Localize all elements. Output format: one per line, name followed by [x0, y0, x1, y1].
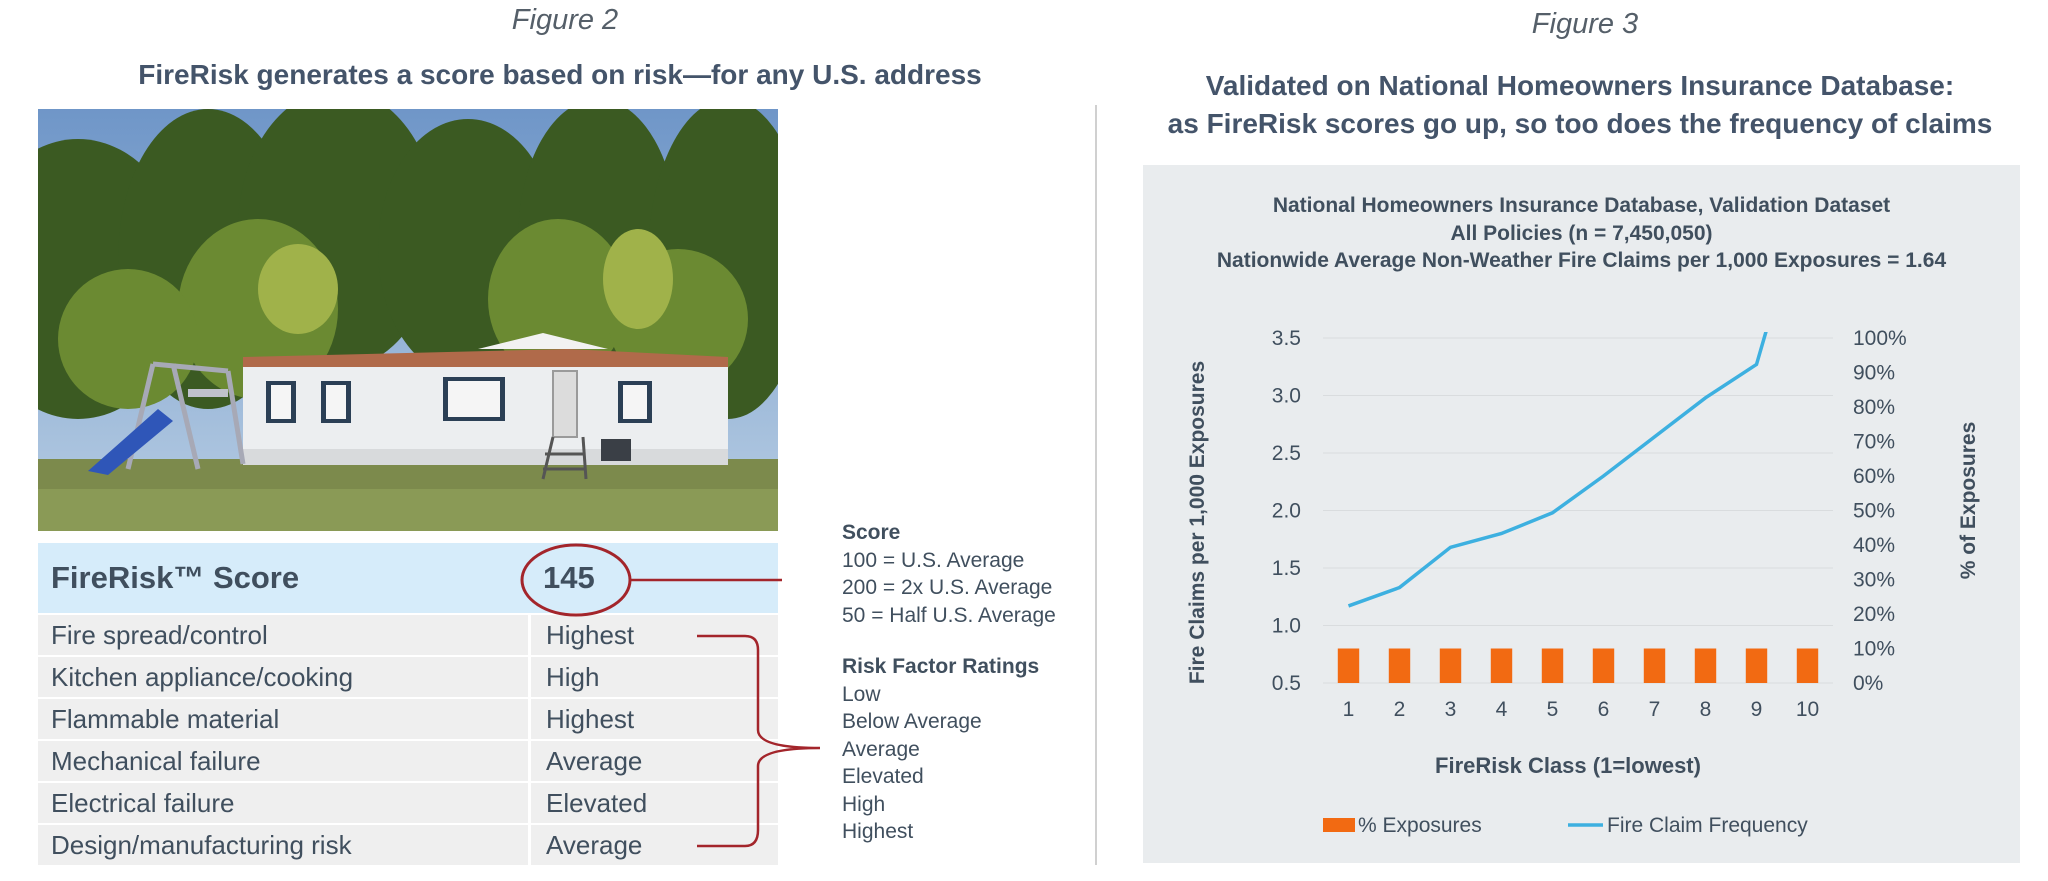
- score-legend-heading: Score: [842, 521, 901, 544]
- y-right-tick-label: 90%: [1853, 362, 1895, 385]
- figure-3-title-line: as FireRisk scores go up, so too does th…: [1167, 108, 1993, 139]
- figure-3-title-line: Validated on National Homeowners Insuran…: [1205, 70, 1955, 101]
- rating-legend-heading: Risk Factor Ratings: [842, 655, 1040, 678]
- chart-title-line: National Homeowners Insurance Database, …: [1272, 194, 1891, 217]
- risk-factor-rating: High: [528, 657, 778, 697]
- risk-factor-rating: Average: [528, 741, 778, 781]
- x-tick-label: 8: [1700, 698, 1712, 721]
- y-left-tick-label: 3.5: [1272, 327, 1301, 350]
- score-legend: Score 100 = U.S. Average 200 = 2x U.S. A…: [842, 519, 1056, 629]
- chart-panel: National Homeowners Insurance Database, …: [1143, 165, 2020, 863]
- x-tick-label: 4: [1496, 698, 1508, 721]
- bar-exposures: [1694, 648, 1717, 683]
- rating-legend-line: Below Average: [842, 710, 982, 733]
- x-tick-label: 3: [1445, 698, 1457, 721]
- y-left-tick-label: 3.0: [1272, 385, 1301, 408]
- rating-bracket: [697, 634, 821, 848]
- risk-factor-rating: Elevated: [528, 783, 778, 823]
- score-header-label: FireRisk™ Score: [51, 560, 300, 595]
- chart-title: National Homeowners Insurance Database, …: [1143, 192, 2020, 275]
- bar-exposures: [1388, 648, 1411, 683]
- x-axis-label: FireRisk Class (1=lowest): [1435, 753, 1701, 778]
- rating-legend-line: Average: [842, 737, 920, 761]
- table-row: Kitchen appliance/cooking High: [38, 657, 778, 699]
- table-row: Flammable material Highest: [38, 699, 778, 741]
- bar-exposures: [1439, 648, 1462, 683]
- figure-3-title: Validated on National Homeowners Insuran…: [1110, 67, 2048, 143]
- risk-factor-rating: Highest: [528, 615, 778, 655]
- bar-exposures: [1796, 648, 1819, 683]
- y-left-axis-label: Fire Claims per 1,000 Exposures: [1186, 361, 1209, 684]
- figure-3-label: Figure 3: [1531, 8, 1639, 40]
- chart-title-line: All Policies (n = 7,450,050): [1450, 221, 1713, 245]
- line-fire-claim-frequency: [1347, 332, 1768, 608]
- house-photo: [38, 109, 778, 531]
- score-legend-line: 50 = Half U.S. Average: [842, 603, 1056, 627]
- chart-title-line: Nationwide Average Non-Weather Fire Clai…: [1216, 249, 1947, 272]
- table-row: Design/manufacturing risk Average: [38, 825, 778, 867]
- y-right-tick-label: 0%: [1853, 672, 1883, 695]
- legend-swatch-exposures: [1323, 818, 1355, 832]
- risk-factor-rating: Highest: [528, 699, 778, 739]
- rating-legend-line: Low: [842, 682, 881, 706]
- y-left-tick-label: 0.5: [1272, 672, 1301, 695]
- y-right-tick-label: 30%: [1853, 569, 1895, 592]
- panel-divider: [1095, 105, 1097, 865]
- risk-factor-label: Mechanical failure: [51, 745, 261, 776]
- y-right-tick-label: 40%: [1853, 534, 1895, 557]
- y-right-tick-label: 100%: [1853, 327, 1907, 350]
- x-tick-label: 10: [1796, 698, 1819, 721]
- rating-legend: Risk Factor Ratings Low Below Average Av…: [842, 653, 1039, 846]
- x-tick-label: 9: [1751, 698, 1763, 721]
- table-row: Mechanical failure Average: [38, 741, 778, 783]
- score-highlight-ellipse: [520, 543, 632, 617]
- y-left-tick-label: 2.0: [1272, 500, 1301, 523]
- score-legend-line: 200 = 2x U.S. Average: [842, 576, 1053, 599]
- x-tick-label: 5: [1547, 698, 1559, 721]
- risk-factor-rating: Average: [528, 825, 778, 865]
- risk-factor-label: Design/manufacturing risk: [51, 829, 352, 860]
- risk-factor-label: Electrical failure: [51, 787, 235, 818]
- chart-canvas: 3.53.02.52.01.51.00.5100%90%80%70%60%50%…: [1186, 327, 1980, 837]
- risk-factor-label: Flammable material: [51, 703, 280, 734]
- table-row: Fire spread/control Highest: [38, 615, 778, 657]
- bar-exposures: [1541, 648, 1564, 683]
- rating-legend-line: High: [842, 792, 886, 816]
- y-right-axis-label: % of Exposures: [1957, 422, 1980, 580]
- x-tick-label: 2: [1394, 698, 1406, 721]
- x-tick-label: 7: [1649, 698, 1661, 721]
- bar-exposures: [1592, 648, 1615, 683]
- bar-exposures: [1745, 648, 1768, 683]
- risk-factor-label: Fire spread/control: [51, 619, 268, 650]
- y-right-tick-label: 10%: [1853, 638, 1895, 661]
- y-left-tick-label: 2.5: [1272, 442, 1301, 465]
- x-tick-label: 6: [1598, 698, 1610, 721]
- figure-2-label: Figure 2: [511, 4, 619, 36]
- bar-exposures: [1490, 648, 1513, 683]
- y-right-tick-label: 20%: [1853, 603, 1895, 626]
- y-right-tick-label: 50%: [1853, 500, 1895, 523]
- score-header-value: 145: [543, 560, 595, 595]
- bar-exposures: [1337, 648, 1360, 683]
- y-left-tick-label: 1.0: [1272, 615, 1301, 638]
- y-right-tick-label: 80%: [1853, 396, 1895, 419]
- rating-legend-line: Highest: [842, 820, 914, 843]
- rating-legend-line: Elevated: [842, 765, 924, 788]
- x-tick-label: 1: [1343, 698, 1355, 721]
- bar-exposures: [1643, 648, 1666, 683]
- firerisk-score-table: FireRisk™ Score 145 Fire spread/control …: [38, 543, 778, 867]
- legend-label-exposures: % Exposures: [1358, 814, 1482, 837]
- house-photo-illustration: [38, 109, 778, 531]
- legend-label-fire-claim-frequency: Fire Claim Frequency: [1607, 814, 1808, 837]
- y-left-tick-label: 1.5: [1272, 557, 1301, 580]
- risk-factor-label: Kitchen appliance/cooking: [51, 661, 354, 692]
- figure-2-title: FireRisk generates a score based on risk…: [138, 59, 982, 90]
- y-right-tick-label: 70%: [1853, 431, 1895, 454]
- y-right-tick-label: 60%: [1853, 465, 1895, 488]
- score-legend-line: 100 = U.S. Average: [842, 548, 1025, 572]
- table-row: Electrical failure Elevated: [38, 783, 778, 825]
